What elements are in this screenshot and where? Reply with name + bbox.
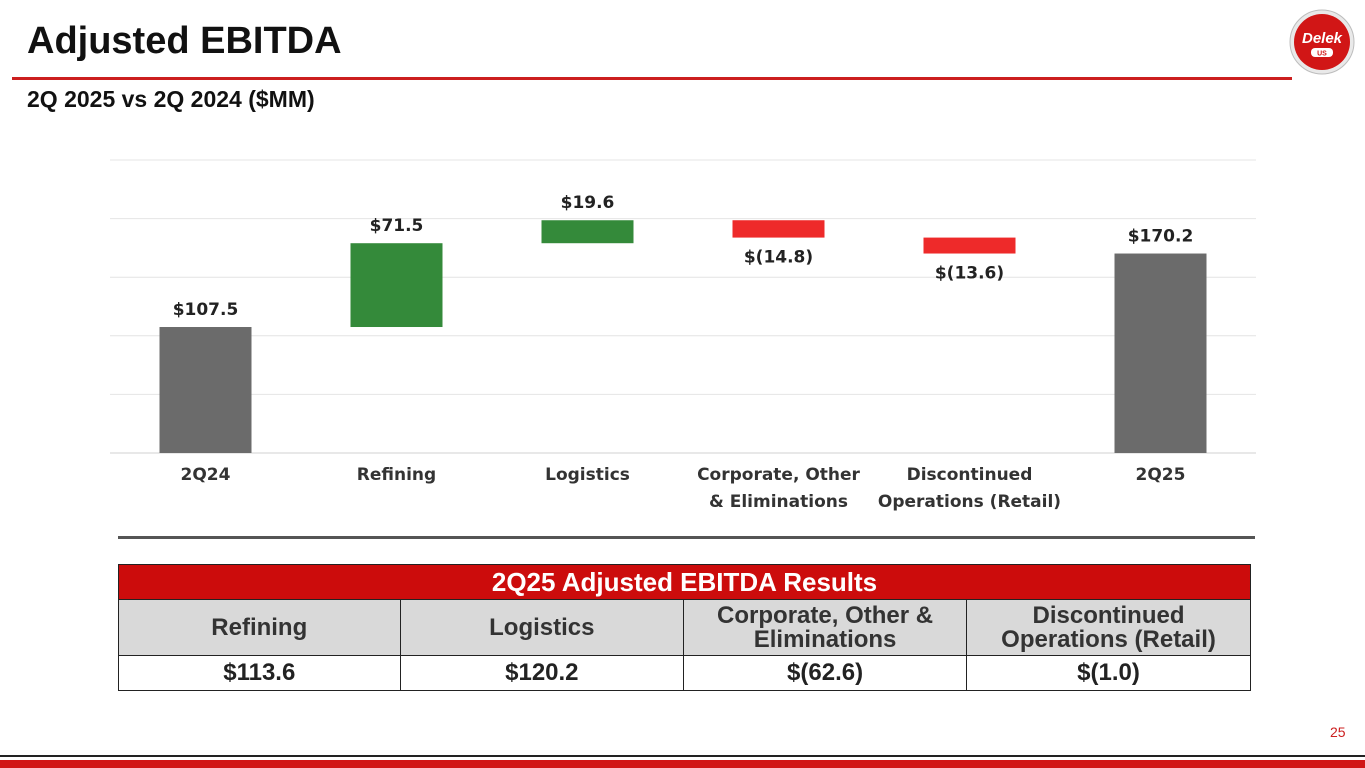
results-column-headers: Refining Logistics Corporate, Other & Elimi… xyxy=(118,599,1251,656)
category-label: Logistics xyxy=(545,465,630,485)
results-column-header: Discontinued Operations (Retail) xyxy=(966,599,1251,656)
results-column-header: Refining xyxy=(118,599,401,656)
results-column-header-line: Operations (Retail) xyxy=(1001,625,1216,653)
results-column-header-line: Refining xyxy=(211,613,308,641)
section-divider xyxy=(118,536,1255,539)
footer-line xyxy=(0,755,1365,757)
category-label: Corporate, Other xyxy=(697,465,860,485)
results-column-header-line: Corporate, Other & xyxy=(717,601,934,629)
category-label: & Eliminations xyxy=(709,492,848,512)
results-column-header-line: Discontinued xyxy=(1032,601,1185,629)
waterfall-bar xyxy=(541,220,634,244)
data-label: $(13.6) xyxy=(935,264,1004,284)
results-table-title: 2Q25 Adjusted EBITDA Results xyxy=(118,564,1251,600)
results-value: $(1.0) xyxy=(966,655,1251,691)
results-column-header: Corporate, Other & Eliminations xyxy=(683,599,968,656)
page-subtitle: 2Q 2025 vs 2Q 2024 ($MM) xyxy=(27,86,315,112)
page-title: Adjusted EBITDA xyxy=(27,20,342,62)
data-label: $170.2 xyxy=(1128,227,1194,247)
results-column-header: Logistics xyxy=(399,599,685,656)
results-table: 2Q25 Adjusted EBITDA Results Refining Log… xyxy=(118,564,1251,691)
data-label: $(14.8) xyxy=(744,248,813,268)
data-label: $107.5 xyxy=(173,300,239,320)
category-label: Discontinued xyxy=(907,465,1033,485)
waterfall-bar xyxy=(923,237,1016,254)
svg-text:Delek: Delek xyxy=(1302,30,1343,47)
results-value: $120.2 xyxy=(399,655,685,691)
data-label: $19.6 xyxy=(561,193,615,213)
title-divider xyxy=(12,77,1292,80)
category-label: 2Q24 xyxy=(181,465,231,485)
waterfall-bar xyxy=(1114,253,1207,453)
category-label: Refining xyxy=(357,465,436,485)
svg-text:US: US xyxy=(1317,51,1327,58)
waterfall-bar xyxy=(159,327,252,453)
results-column-header-line: Eliminations xyxy=(753,625,897,653)
category-label: Operations (Retail) xyxy=(878,492,1061,512)
waterfall-bar xyxy=(350,243,443,328)
waterfall-chart: $107.5 2Q24 $71.5 Refining $19.6 Logistics $(1… xyxy=(110,159,1256,512)
results-column-header-line: Logistics xyxy=(489,613,595,641)
category-label: 2Q25 xyxy=(1136,465,1186,485)
results-values-row: $113.6 $120.2 $(62.6) $(1.0) xyxy=(118,655,1251,691)
results-value: $113.6 xyxy=(118,655,401,691)
page-number: 25 xyxy=(1330,724,1346,740)
results-value: $(62.6) xyxy=(683,655,968,691)
footer-band xyxy=(0,760,1365,768)
delek-logo: Delek US xyxy=(1289,9,1355,75)
waterfall-bar xyxy=(732,220,825,238)
data-label: $71.5 xyxy=(370,216,424,236)
